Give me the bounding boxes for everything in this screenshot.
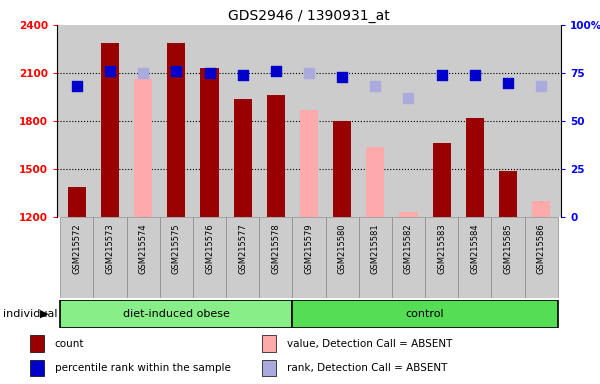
Point (105, 68, 115, 74)
Bar (491, 217, 524, 298)
Bar (30, 336, 44, 352)
Text: GSM215576: GSM215576 (205, 223, 214, 274)
Bar (359, 217, 392, 298)
Point (536, 83, 546, 89)
Point (72, 83, 82, 89)
Text: GSM215577: GSM215577 (238, 223, 247, 274)
Text: rank, Detection Call = ABSENT: rank, Detection Call = ABSENT (287, 363, 447, 373)
Text: count: count (55, 339, 85, 349)
Point (503, 79, 513, 86)
Bar (433, 143, 451, 217)
Text: GSM215580: GSM215580 (338, 223, 347, 274)
Bar (326, 217, 359, 298)
Text: GSM215574: GSM215574 (139, 223, 148, 274)
Point (238, 72, 247, 78)
Bar (94, 217, 127, 298)
Bar (333, 121, 351, 217)
Bar (499, 170, 517, 217)
Point (271, 68, 281, 74)
Bar (30, 360, 44, 376)
Bar (61, 217, 94, 298)
Bar (532, 201, 550, 217)
Bar (392, 217, 425, 298)
Bar (101, 43, 119, 217)
Bar (259, 217, 292, 298)
Point (304, 70, 314, 76)
Point (139, 70, 148, 76)
Text: percentile rank within the sample: percentile rank within the sample (55, 363, 231, 373)
Bar (466, 118, 484, 217)
Bar (193, 217, 226, 298)
Bar (200, 68, 218, 217)
Text: value, Detection Call = ABSENT: value, Detection Call = ABSENT (287, 339, 452, 349)
Bar (267, 95, 285, 217)
Bar (127, 217, 160, 298)
Point (205, 70, 214, 76)
Text: diet-induced obese: diet-induced obese (123, 309, 230, 319)
Point (337, 74, 347, 80)
Text: GSM215583: GSM215583 (437, 223, 446, 274)
Text: GSM215586: GSM215586 (536, 223, 545, 274)
Bar (524, 217, 557, 298)
Text: GSM215585: GSM215585 (503, 223, 512, 274)
Bar (262, 360, 275, 376)
Bar (61, 300, 292, 328)
Bar (134, 79, 152, 217)
Point (371, 83, 380, 89)
Text: GSM215572: GSM215572 (73, 223, 82, 274)
Bar (262, 336, 275, 352)
Bar (400, 212, 418, 217)
Bar (167, 43, 185, 217)
Bar (425, 217, 458, 298)
Bar (458, 217, 491, 298)
Text: control: control (406, 309, 445, 319)
Text: GSM215578: GSM215578 (271, 223, 280, 274)
Point (470, 72, 479, 78)
Bar (366, 147, 385, 217)
Text: GSM215582: GSM215582 (404, 223, 413, 274)
Bar (68, 187, 86, 217)
Text: ▶: ▶ (40, 309, 49, 319)
Text: GSM215581: GSM215581 (371, 223, 380, 274)
Bar (226, 217, 259, 298)
Point (172, 68, 181, 74)
Bar (300, 110, 318, 217)
Point (437, 72, 446, 78)
Bar (292, 300, 557, 328)
Bar (292, 217, 326, 298)
Bar (233, 99, 252, 217)
Text: individual: individual (3, 309, 58, 319)
Text: GSM215575: GSM215575 (172, 223, 181, 274)
Text: GSM215584: GSM215584 (470, 223, 479, 274)
Text: GSM215573: GSM215573 (106, 223, 115, 274)
Title: GDS2946 / 1390931_at: GDS2946 / 1390931_at (228, 8, 390, 23)
Point (404, 95, 413, 101)
Text: GSM215579: GSM215579 (305, 223, 314, 274)
Bar (160, 217, 193, 298)
